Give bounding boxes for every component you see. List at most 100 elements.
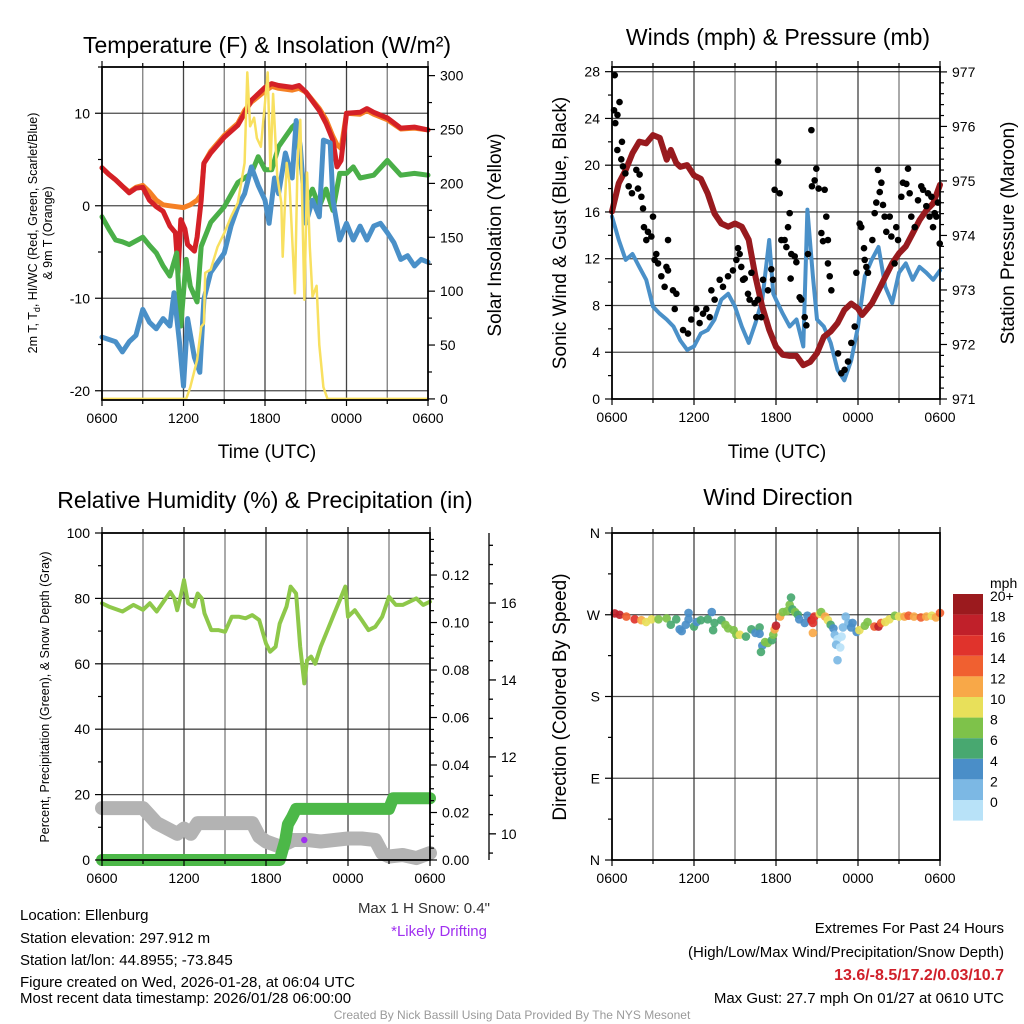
gust-point [848,339,855,347]
gust-point [614,146,621,154]
y-tick-label: 28 [584,64,600,80]
y-tick-label: 24 [584,110,600,126]
y2-tick-label: 0.10 [442,615,469,631]
x-tick-label: 0000 [331,410,362,426]
direction-ylabel: Direction (Colored By Speed) [550,573,571,820]
x-axis [101,527,431,866]
wind-direction-point [662,614,671,623]
x-tick-label: 0600 [924,870,955,886]
gust-point [774,158,782,165]
gust-point [616,98,623,106]
y2-tick-label: 50 [440,337,456,353]
gust-point [724,272,732,280]
gust-point [793,258,800,266]
x-tick-label: 1800 [250,870,281,886]
gust-point [634,185,642,192]
gust-point [611,119,619,127]
wind-direction-point [615,610,624,620]
gust-point [746,296,753,303]
gust-point [783,243,790,251]
y-tick-label: 40 [74,721,90,737]
y-tick-label: 20 [584,157,600,173]
gust-point [786,209,793,217]
gust-point [813,165,820,173]
legend-label: 10 [990,691,1006,707]
gust-point [699,310,707,317]
legend-title: mph [990,575,1017,591]
gust-point [696,319,703,327]
sonic-wind-line [610,207,942,383]
gust-point [808,182,816,190]
gust-point [861,256,868,264]
legend-label: 12 [990,670,1006,686]
gust-point [729,267,737,274]
gust-point [819,237,827,245]
x-tick-label: 1800 [760,870,791,886]
legend-swatch [953,758,983,780]
wind-direction-point [756,647,766,657]
y-tick-label: 100 [67,525,91,541]
y2-tick-label: 0.04 [442,757,469,773]
gust-point [764,286,772,294]
temperature-xlabel: Time (UTC) [218,442,317,463]
gust-point [853,269,860,277]
humidity-ylabel: Percent, Precipitation (Green), & Snow D… [38,551,52,842]
y-tick-label: 0 [82,198,90,214]
series-layer [99,71,431,401]
latest-timestamp: Most recent data timestamp: 2026/01/28 0… [20,990,351,1007]
gust-point [753,313,760,321]
gust-point [622,170,629,177]
y-tick-label: -20 [70,383,90,399]
gust-point [929,223,937,231]
y-tick-label: 60 [74,656,90,672]
gust-point [687,316,695,323]
y2-tick-label: 973 [952,282,976,298]
extremes-fields: (High/Low/Max Wind/Precipitation/Snow De… [688,944,1004,961]
gust-point [808,126,815,134]
series-layer [610,593,945,665]
x-tick-label: 1800 [249,410,280,426]
ylabel-subscript: d [32,307,42,312]
gust-point [619,163,627,170]
y2-tick-label: 977 [952,64,976,80]
gust-point [736,250,743,258]
gust-point [716,276,723,284]
wind-direction-point [863,617,872,627]
direction-plot: 0600 1200 1800 0000 0600 N E S W N [587,525,956,886]
y2-tick-label: 974 [952,227,976,243]
drifting-marker [301,836,308,844]
y2-tick-label: 972 [952,336,976,352]
gust-point [791,253,799,260]
likely-drifting-note: *Likely Drifting [391,923,487,940]
legend-swatch [953,717,983,739]
gust-point [821,186,828,194]
gust-point [933,213,940,220]
hi-wc-line [99,118,431,389]
gust-point [903,180,910,188]
y-tick-label: N [590,525,600,541]
gust-point [628,189,636,197]
gust-point [801,313,808,321]
gust-point [640,223,648,231]
gust-point [733,256,740,264]
gust-point [754,296,762,303]
gust-point [664,236,672,244]
wind-direction-point [808,628,818,638]
y2-tick-label: 0.02 [442,805,469,821]
wind-direction-point [684,608,693,618]
station-elevation: Station elevation: 297.912 m [20,930,210,947]
temperature-panel-title: Temperature (F) & Insolation (W/m²) [83,32,451,58]
y2-tick-label: 976 [952,118,976,134]
temperature-ylabel-line2: & 9m T (Orange) [41,186,55,279]
gust-point [784,223,792,231]
y-tick-label: 80 [74,590,90,606]
gust-point [664,267,672,274]
gust-point [928,193,935,201]
legend-label: 4 [990,753,998,769]
gust-point [769,276,777,284]
wind-direction-point [833,655,842,665]
gust-point [706,313,714,321]
gust-point [771,186,778,194]
gust-point [851,323,859,330]
